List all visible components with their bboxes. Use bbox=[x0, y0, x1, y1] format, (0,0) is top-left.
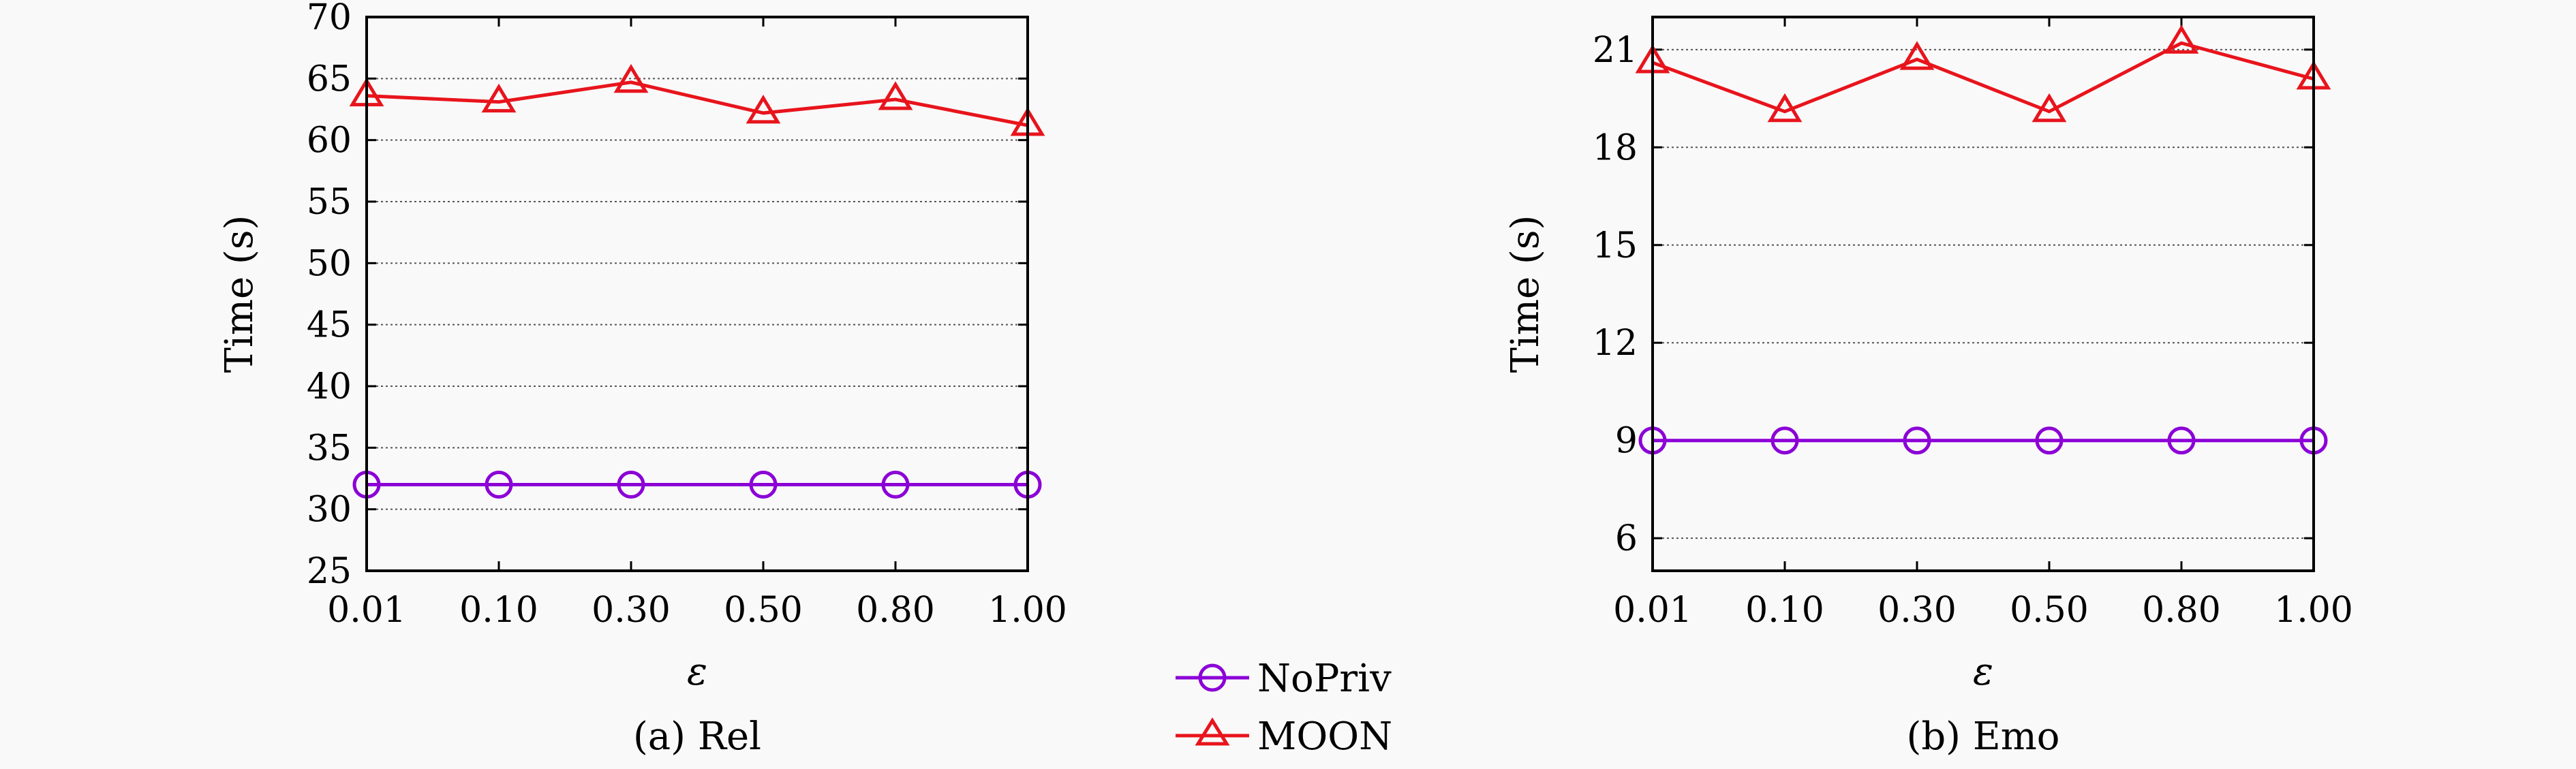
data-point-nopriv bbox=[2035, 426, 2064, 455]
y-tick-label: 12 bbox=[1593, 323, 1638, 364]
plot-frame bbox=[365, 16, 1029, 572]
y-tick-label: 30 bbox=[307, 490, 352, 531]
x-axis-label: ε bbox=[687, 650, 707, 694]
y-tick-label: 15 bbox=[1593, 225, 1638, 266]
legend-marker-circle bbox=[1198, 663, 1227, 692]
data-point-nopriv bbox=[2167, 426, 2196, 455]
data-point-nopriv bbox=[617, 471, 645, 499]
y-tick-label: 40 bbox=[307, 366, 352, 407]
plot-frame bbox=[1651, 16, 2315, 572]
x-tick-label: 0.10 bbox=[1745, 590, 1824, 631]
legend-item-nopriv: NoPriv bbox=[1176, 657, 1392, 701]
data-point-nopriv bbox=[1770, 426, 1799, 455]
x-axis-label: ε bbox=[1973, 650, 1993, 694]
x-tick-label: 0.01 bbox=[327, 590, 406, 631]
legend: NoPriv MOON bbox=[1176, 657, 1392, 759]
data-point-moon bbox=[1767, 93, 1803, 123]
y-tick-label: 65 bbox=[307, 59, 352, 99]
legend-item-moon: MOON bbox=[1176, 715, 1392, 759]
x-tick-label: 0.50 bbox=[2010, 590, 2089, 631]
y-tick-label: 45 bbox=[307, 305, 352, 346]
data-point-moon bbox=[878, 81, 913, 110]
chart-panel-rel: 25 30 35 40 45 50 55 60 65 70 0.01 0.10 0.30 0.50 0.80… bbox=[217, 0, 1067, 759]
x-tick-label: 0.80 bbox=[2142, 590, 2221, 631]
chart-panel-emo: 6 9 12 15 18 21 0.01 0.10 0.30 0.50 0.80 1.00 ε Time … bbox=[1503, 16, 2353, 759]
x-tick-label: 1.00 bbox=[2274, 590, 2353, 631]
legend-marker-triangle bbox=[1195, 717, 1230, 746]
y-axis-label: Time (s) bbox=[217, 215, 262, 373]
y-tick-label: 50 bbox=[307, 243, 352, 284]
data-point-moon bbox=[481, 83, 517, 113]
data-point-moon bbox=[613, 63, 649, 93]
y-tick-label: 18 bbox=[1593, 127, 1638, 168]
legend-label-nopriv: NoPriv bbox=[1257, 657, 1392, 701]
series-line-moon bbox=[366, 80, 1028, 127]
x-tick-label: 1.00 bbox=[988, 590, 1067, 631]
x-tick-label: 0.30 bbox=[592, 590, 671, 631]
data-point-moon bbox=[2164, 25, 2199, 54]
y-tick-label: 9 bbox=[1615, 421, 1638, 462]
data-point-nopriv bbox=[485, 471, 513, 499]
legend-label-moon: MOON bbox=[1257, 715, 1392, 759]
x-tick-label: 0.80 bbox=[856, 590, 935, 631]
y-axis-label: Time (s) bbox=[1503, 215, 1548, 373]
data-point-nopriv bbox=[1903, 426, 1931, 455]
y-tick-label: 60 bbox=[307, 121, 352, 161]
data-point-moon bbox=[746, 95, 781, 124]
data-point-nopriv bbox=[881, 471, 910, 499]
y-tick-label: 70 bbox=[307, 0, 352, 38]
data-point-nopriv bbox=[749, 471, 778, 499]
x-tick-label: 0.10 bbox=[459, 590, 538, 631]
data-point-moon bbox=[1899, 41, 1935, 70]
y-tick-label: 25 bbox=[307, 551, 352, 592]
series-line-moon bbox=[1652, 41, 2314, 114]
y-tick-label: 6 bbox=[1615, 518, 1638, 559]
panel-caption: (a) Rel bbox=[633, 715, 761, 759]
y-tick-label: 55 bbox=[307, 182, 352, 223]
x-tick-label: 0.30 bbox=[1877, 590, 1957, 631]
y-tick-label: 35 bbox=[307, 428, 352, 469]
data-point-moon bbox=[2031, 93, 2067, 123]
panel-caption: (b) Emo bbox=[1906, 715, 2059, 759]
x-tick-label: 0.01 bbox=[1613, 590, 1692, 631]
y-tick-label: 21 bbox=[1593, 30, 1638, 71]
x-tick-label: 0.50 bbox=[724, 590, 803, 631]
